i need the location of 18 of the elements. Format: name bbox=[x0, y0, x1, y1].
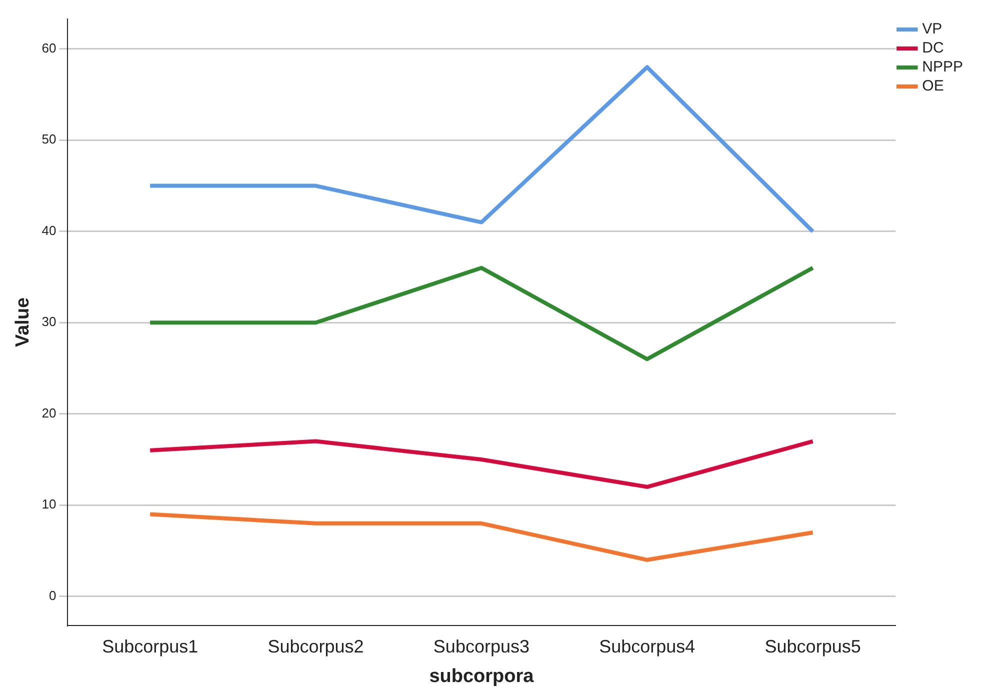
y-tick-label: 30 bbox=[42, 314, 56, 330]
legend-label: VP bbox=[922, 20, 942, 38]
y-tick-label: 10 bbox=[42, 496, 56, 512]
x-tick-label: Subcorpus2 bbox=[268, 636, 364, 656]
x-axis-title: subcorpora bbox=[429, 666, 534, 687]
legend-label: DC bbox=[922, 40, 944, 57]
x-tick-label: Subcorpus4 bbox=[599, 636, 696, 656]
y-tick-label: 20 bbox=[42, 405, 56, 420]
x-tick-label: Subcorpus3 bbox=[433, 636, 530, 656]
y-axis-title: Value bbox=[12, 297, 34, 348]
y-tick-label: 60 bbox=[42, 40, 56, 56]
legend-label: OE bbox=[922, 78, 944, 95]
x-tick-label: Subcorpus5 bbox=[764, 636, 861, 656]
x-tick-label: Subcorpus1 bbox=[102, 636, 198, 656]
legend-label: NPPP bbox=[922, 58, 964, 76]
y-tick-label: 40 bbox=[42, 222, 56, 238]
y-tick-label: 50 bbox=[42, 132, 56, 147]
y-tick-label: 0 bbox=[49, 588, 56, 603]
